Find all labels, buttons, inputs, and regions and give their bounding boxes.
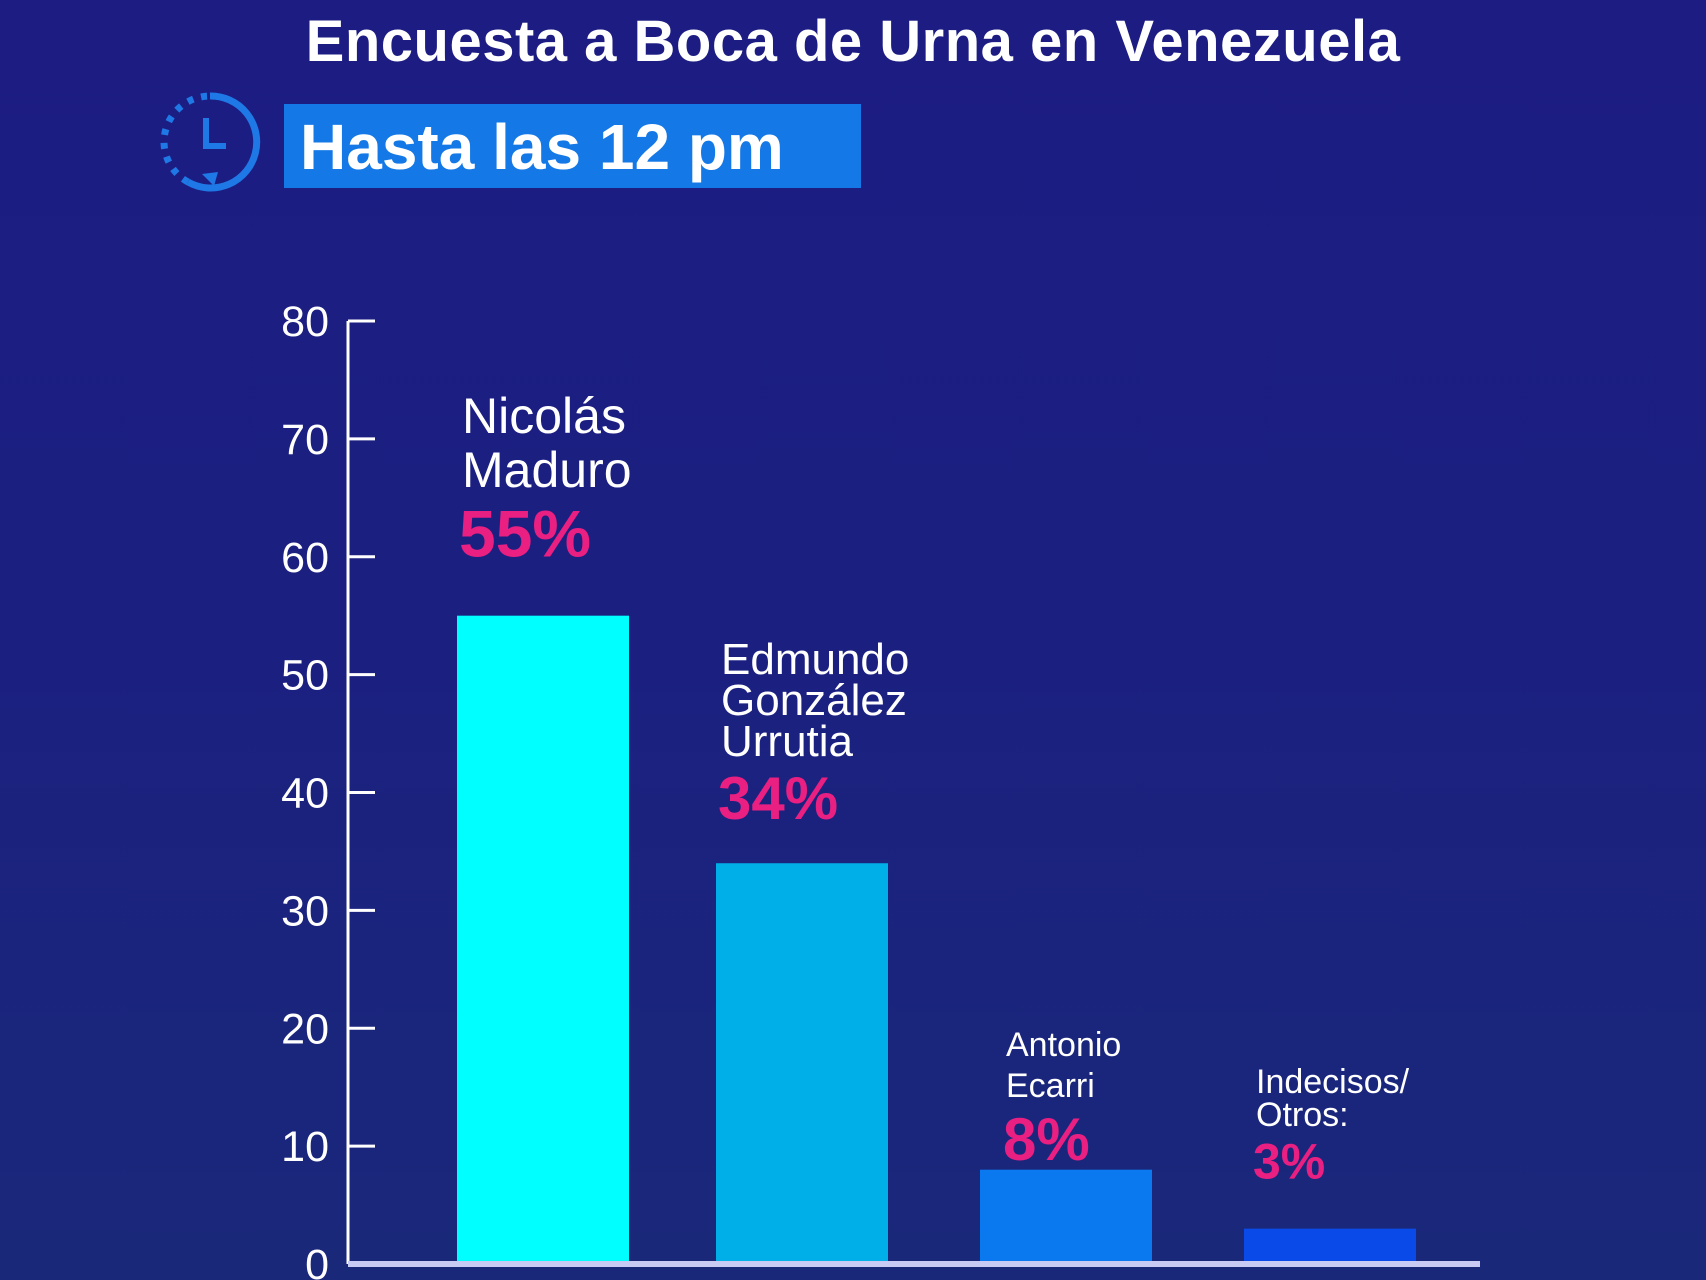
subtitle-highlight bbox=[284, 104, 861, 188]
category-label: Otros: bbox=[1256, 1096, 1349, 1134]
y-tick-label: 60 bbox=[281, 534, 329, 582]
category-label: Indecisos/ bbox=[1256, 1063, 1410, 1101]
y-tick-label: 80 bbox=[281, 298, 329, 346]
y-tick-label: 10 bbox=[281, 1123, 329, 1171]
y-tick-label: 70 bbox=[281, 416, 329, 464]
category-label: González bbox=[721, 676, 907, 725]
chart-title: Encuesta a Boca de Urna en Venezuela bbox=[305, 9, 1401, 74]
data-label: 8% bbox=[1003, 1106, 1090, 1173]
bar bbox=[980, 1169, 1152, 1264]
y-tick-label: 30 bbox=[281, 887, 329, 935]
y-tick-label: 40 bbox=[281, 770, 329, 818]
category-label: Antonio bbox=[1006, 1026, 1121, 1064]
y-tick-label: 20 bbox=[281, 1005, 329, 1053]
y-tick-label: 50 bbox=[281, 652, 329, 700]
bar bbox=[1244, 1228, 1416, 1264]
category-label: Urrutia bbox=[721, 717, 854, 766]
category-label: Maduro bbox=[462, 442, 632, 498]
clock-icon bbox=[160, 92, 261, 192]
y-tick-label: 0 bbox=[305, 1241, 329, 1280]
category-label: Ecarri bbox=[1006, 1067, 1095, 1105]
data-label: 34% bbox=[718, 765, 838, 832]
data-label: 55% bbox=[459, 496, 591, 570]
chart-subtitle: Hasta las 12 pm bbox=[300, 111, 784, 183]
category-label: Nicolás bbox=[462, 388, 626, 444]
category-label: Edmundo bbox=[721, 635, 909, 684]
bar bbox=[716, 863, 888, 1264]
bar bbox=[457, 615, 629, 1264]
data-label: 3% bbox=[1253, 1134, 1325, 1190]
